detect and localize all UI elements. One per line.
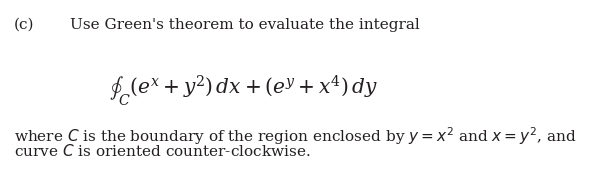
Text: where $C$ is the boundary of the region enclosed by $y = x^2$ and $x = y^2$, and: where $C$ is the boundary of the region … [14, 125, 576, 147]
Text: Use Green's theorem to evaluate the integral: Use Green's theorem to evaluate the inte… [70, 18, 420, 32]
Text: (c): (c) [14, 18, 35, 32]
Text: curve $C$ is oriented counter-clockwise.: curve $C$ is oriented counter-clockwise. [14, 143, 311, 159]
Text: $\oint_{C} (e^x + y^2)\,dx + (e^y + x^4)\,dy$: $\oint_{C} (e^x + y^2)\,dx + (e^y + x^4)… [109, 73, 378, 108]
